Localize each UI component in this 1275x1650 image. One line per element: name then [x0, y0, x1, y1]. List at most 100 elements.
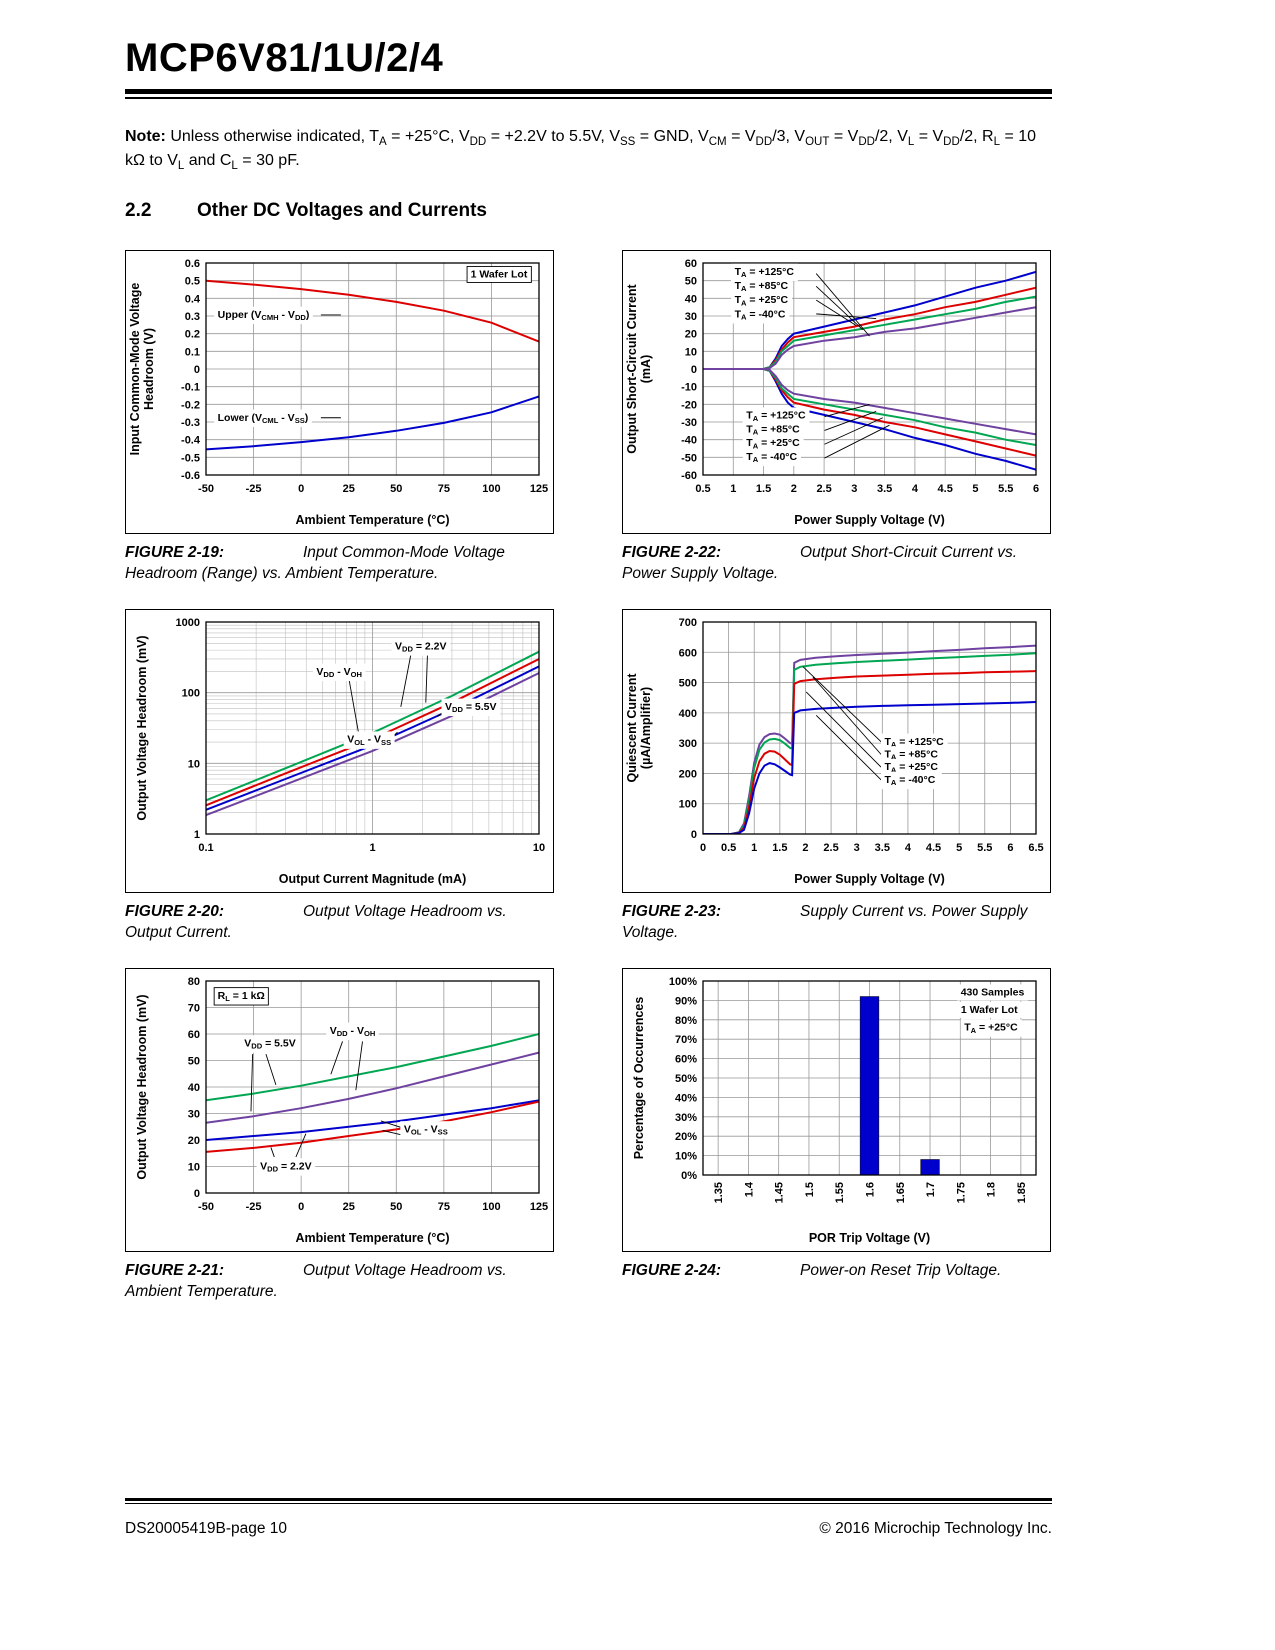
svg-text:30: 30	[685, 311, 697, 323]
svg-text:1.8: 1.8	[986, 1182, 998, 1197]
svg-text:1000: 1000	[176, 617, 200, 629]
svg-text:3.5: 3.5	[877, 483, 892, 495]
svg-text:5: 5	[972, 483, 978, 495]
svg-text:-0.6: -0.6	[181, 470, 200, 482]
svg-text:75: 75	[438, 1201, 450, 1213]
svg-text:0: 0	[700, 842, 706, 854]
svg-text:430 Samples: 430 Samples	[961, 986, 1025, 998]
svg-text:VDD - VOH: VDD - VOH	[316, 666, 362, 679]
svg-text:25: 25	[343, 483, 355, 495]
svg-text:20: 20	[685, 329, 697, 341]
svg-text:TA = +25°C: TA = +25°C	[746, 437, 800, 450]
svg-text:100: 100	[482, 483, 500, 495]
svg-text:TA = +85°C: TA = +85°C	[735, 280, 789, 293]
svg-text:-10: -10	[681, 382, 697, 394]
svg-text:1.5: 1.5	[756, 483, 771, 495]
svg-text:VDD - VOH: VDD - VOH	[330, 1024, 376, 1037]
svg-text:4.5: 4.5	[938, 483, 953, 495]
svg-text:1 Wafer Lot: 1 Wafer Lot	[961, 1004, 1018, 1016]
svg-text:-60: -60	[681, 470, 697, 482]
svg-text:70: 70	[188, 1002, 200, 1014]
svg-text:TA = +85°C: TA = +85°C	[746, 423, 800, 436]
svg-text:TA = +25°C: TA = +25°C	[735, 294, 789, 307]
svg-text:0.1: 0.1	[185, 346, 200, 358]
svg-text:0: 0	[691, 364, 697, 376]
svg-text:25: 25	[343, 1201, 355, 1213]
svg-text:Lower (VCML - VSS): Lower (VCML - VSS)	[218, 412, 309, 425]
caption-2-24: FIGURE 2-24: Power-on Reset Trip Voltage.	[622, 1261, 1052, 1282]
caption-label: FIGURE 2-24:	[622, 1261, 722, 1279]
svg-text:3.5: 3.5	[875, 842, 890, 854]
svg-text:TA = +25°C: TA = +25°C	[964, 1021, 1018, 1034]
svg-text:-50: -50	[681, 452, 697, 464]
svg-text:Output Voltage Headroom (mV): Output Voltage Headroom (mV)	[135, 994, 149, 1179]
conditions-note: Note: Unless otherwise indicated, TA = +…	[125, 125, 1052, 175]
svg-text:VDD = 2.2V: VDD = 2.2V	[395, 640, 447, 653]
svg-text:700: 700	[679, 617, 697, 629]
svg-text:RL = 1 kΩ: RL = 1 kΩ	[218, 989, 265, 1002]
svg-text:3: 3	[851, 483, 857, 495]
svg-text:0%: 0%	[681, 1170, 697, 1182]
svg-text:POR Trip Voltage (V): POR Trip Voltage (V)	[809, 1231, 930, 1245]
svg-text:Percentage of Occurrences: Percentage of Occurrences	[632, 996, 646, 1159]
footer-doc-number: DS20005419B-page 10	[125, 1520, 288, 1537]
svg-text:4: 4	[912, 483, 919, 495]
page-title: MCP6V81/1U/2/4	[125, 36, 444, 80]
svg-text:80%: 80%	[675, 1015, 697, 1027]
svg-text:10%: 10%	[675, 1150, 697, 1162]
svg-text:0.6: 0.6	[185, 258, 200, 270]
svg-text:5.5: 5.5	[998, 483, 1013, 495]
chart-2-20: 1000 100 10 1 0.1 1 10 Output Current Magnitude…	[125, 608, 554, 893]
caption-text: Power-on Reset Trip Voltage.	[800, 1261, 1002, 1279]
svg-text:VOL - VSS: VOL - VSS	[347, 733, 391, 746]
svg-text:Output Voltage Headroom (mV): Output Voltage Headroom (mV)	[135, 635, 149, 820]
svg-text:1.45: 1.45	[774, 1182, 786, 1203]
svg-text:VDD = 5.5V: VDD = 5.5V	[244, 1037, 295, 1050]
svg-text:Quiescent Current(µA/Amplifier: Quiescent Current(µA/Amplifier)	[625, 673, 653, 783]
svg-text:80: 80	[188, 976, 200, 988]
caption-label: FIGURE 2-23:	[622, 902, 722, 920]
svg-text:1: 1	[194, 829, 200, 841]
svg-text:0: 0	[691, 829, 697, 841]
figure-2-21: 80 70 60 50 40 30 20 10 0 -50 -25 0 25 50 75 100 125 Ambi…	[125, 967, 555, 1303]
svg-text:-20: -20	[681, 399, 697, 411]
svg-text:5.5: 5.5	[977, 842, 992, 854]
footer-rule-thick	[125, 1498, 1052, 1501]
svg-text:1.5: 1.5	[772, 842, 787, 854]
svg-text:TA = -40°C: TA = -40°C	[735, 308, 786, 321]
svg-text:Ambient Temperature (°C): Ambient Temperature (°C)	[295, 1231, 449, 1245]
caption-text: Output Short-Circuit Current vs. Power S…	[622, 544, 1018, 583]
svg-text:VDD = 5.5V: VDD = 5.5V	[445, 701, 497, 714]
svg-text:50: 50	[390, 1201, 402, 1213]
svg-text:20%: 20%	[675, 1131, 697, 1143]
page-footer: DS20005419B-page 10 © 2016 Microchip Tec…	[125, 1498, 1052, 1650]
svg-text:1.65: 1.65	[895, 1182, 907, 1203]
svg-text:6: 6	[1033, 483, 1039, 495]
figure-2-23: 700 600 500 400 300 200 100 0 0 0.5 1 1.5 2 2.5 3 3.5 4 4…	[622, 608, 1052, 944]
chart-2-22: 60 50 40 30 20 10 0 -10 -20 -30 -40 -50 -60 0.5 1 1.5 2 2…	[622, 250, 1051, 535]
svg-text:0: 0	[194, 364, 200, 376]
svg-text:10: 10	[685, 346, 697, 358]
svg-text:60: 60	[188, 1029, 200, 1041]
caption-2-22: FIGURE 2-22: Output Short-Circuit Current…	[622, 543, 1052, 585]
svg-text:75: 75	[438, 483, 450, 495]
svg-text:-0.2: -0.2	[181, 399, 200, 411]
svg-text:-30: -30	[681, 417, 697, 429]
svg-text:1 Wafer Lot: 1 Wafer Lot	[471, 269, 528, 281]
svg-text:Upper (VCMH - VDD): Upper (VCMH - VDD)	[218, 309, 310, 322]
svg-text:TA = +25°C: TA = +25°C	[884, 761, 938, 774]
svg-text:4.5: 4.5	[926, 842, 941, 854]
svg-text:1.4: 1.4	[743, 1181, 755, 1197]
page-header: MCP6V81/1U/2/4	[125, 36, 1052, 99]
svg-text:100: 100	[182, 688, 200, 700]
svg-text:40: 40	[188, 1082, 200, 1094]
svg-text:1: 1	[369, 842, 375, 854]
svg-text:70%: 70%	[675, 1034, 697, 1046]
caption-text: Supply Current vs. Power Supply Voltage.	[622, 902, 1028, 941]
svg-text:-0.5: -0.5	[181, 452, 200, 464]
chart-2-23: 700 600 500 400 300 200 100 0 0 0.5 1 1.5 2 2.5 3 3.5 4 4…	[622, 608, 1051, 893]
section-heading: 2.2 Other DC Voltages and Currents	[125, 200, 1052, 222]
svg-text:60: 60	[685, 258, 697, 270]
svg-text:TA = +125°C: TA = +125°C	[735, 266, 795, 279]
svg-text:5: 5	[956, 842, 962, 854]
